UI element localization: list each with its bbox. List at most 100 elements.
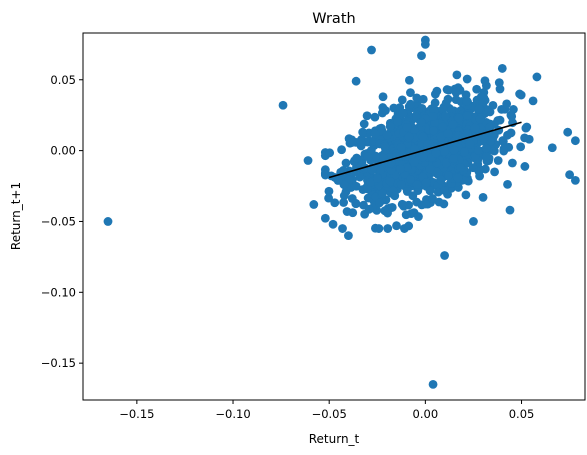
x-axis-label: Return_t xyxy=(309,432,360,446)
scatter-point xyxy=(434,197,444,207)
scatter-point-outlier xyxy=(378,92,388,102)
scatter-point xyxy=(401,210,411,220)
scatter-point xyxy=(436,175,446,185)
scatter-point xyxy=(460,147,469,157)
y-tick-label: 0.05 xyxy=(50,73,76,87)
scatter-point xyxy=(359,119,369,129)
scatter-point xyxy=(356,137,366,147)
scatter-point xyxy=(480,76,490,86)
scatter-point xyxy=(387,203,397,212)
scatter-point xyxy=(440,186,449,195)
scatter-point xyxy=(385,177,395,186)
scatter-point xyxy=(473,145,483,155)
scatter-point xyxy=(406,174,415,184)
y-tick-label: −0.05 xyxy=(41,214,76,228)
scatter-point-outlier xyxy=(351,76,361,86)
scatter-point-outlier xyxy=(367,45,376,55)
plot-area xyxy=(103,35,580,389)
scatter-point xyxy=(337,145,346,155)
scatter-point xyxy=(362,111,372,121)
y-tick-label: 0.00 xyxy=(50,144,76,158)
x-tick-label: 0.05 xyxy=(509,407,535,421)
scatter-point xyxy=(421,178,431,187)
scatter-point xyxy=(409,157,419,167)
scatter-point xyxy=(462,74,472,84)
scatter-point xyxy=(370,112,380,122)
scatter-point-outlier xyxy=(278,100,288,110)
scatter-point xyxy=(324,193,333,203)
scatter-point xyxy=(428,112,438,121)
scatter-point xyxy=(416,117,426,127)
scatter-point xyxy=(326,171,336,181)
scatter-point xyxy=(507,158,517,168)
scatter-point-outlier xyxy=(440,251,449,260)
chart-title: Wrath xyxy=(312,11,355,27)
scatter-point-outlier xyxy=(478,192,488,202)
scatter-point-outlier xyxy=(328,219,338,229)
scatter-point xyxy=(465,139,475,149)
scatter-point xyxy=(443,129,453,139)
scatter-point xyxy=(398,108,408,118)
scatter-point xyxy=(462,96,472,106)
scatter-point xyxy=(528,96,538,106)
scatter-point-outlier xyxy=(392,221,401,231)
scatter-point xyxy=(425,164,435,174)
scatter-point xyxy=(402,187,412,196)
scatter-point xyxy=(474,167,484,176)
scatter-point xyxy=(456,163,466,173)
scatter-point-outlier xyxy=(490,167,499,177)
scatter-point xyxy=(370,129,380,139)
x-tick-label: −0.10 xyxy=(215,407,250,421)
scatter-point xyxy=(460,175,470,185)
scatter-point-outlier xyxy=(303,156,313,165)
scatter-point xyxy=(506,128,516,138)
scatter-point-outlier xyxy=(420,39,430,49)
scatter-point xyxy=(396,164,405,174)
scatter-point xyxy=(405,75,414,85)
scatter-point xyxy=(412,180,422,189)
scatter-point xyxy=(520,162,530,171)
scatter-point xyxy=(430,98,440,108)
scatter-point xyxy=(502,99,512,109)
scatter-point xyxy=(347,194,357,203)
scatter-point-outlier xyxy=(103,217,113,226)
scatter-point xyxy=(372,173,382,183)
scatter-point xyxy=(410,144,420,154)
scatter-point xyxy=(397,95,407,105)
scatter-point xyxy=(444,171,453,181)
scatter-point xyxy=(342,207,352,216)
scatter-point xyxy=(404,221,414,231)
scatter-point-outlier xyxy=(565,170,575,180)
scatter-point xyxy=(432,167,442,177)
scatter-point xyxy=(402,122,412,132)
scatter-point xyxy=(390,191,400,201)
scatter-point xyxy=(431,148,441,158)
scatter-point xyxy=(440,147,449,157)
scatter-point xyxy=(367,165,377,175)
regression-line xyxy=(328,121,522,179)
scatter-point xyxy=(454,113,464,123)
scatter-point xyxy=(438,122,448,132)
scatter-point xyxy=(486,136,495,146)
scatter-point xyxy=(481,151,491,161)
scatter-point xyxy=(404,132,414,142)
scatter-point xyxy=(364,204,374,214)
scatter-point xyxy=(521,123,531,133)
scatter-point-outlier xyxy=(309,200,319,209)
scatter-point xyxy=(474,104,484,114)
scatter-point xyxy=(423,139,433,149)
x-tick-label: −0.15 xyxy=(119,407,154,421)
scatter-point xyxy=(438,105,448,114)
scatter-point xyxy=(428,194,437,203)
scatter-point xyxy=(325,148,335,158)
scatter-point xyxy=(355,172,365,182)
scatter-point xyxy=(436,132,446,142)
scatter-point-outlier xyxy=(469,217,478,226)
scatter-point xyxy=(351,181,361,191)
scatter-point xyxy=(429,126,438,136)
scatter-point xyxy=(371,151,380,161)
scatter-point xyxy=(385,121,395,131)
scatter-point xyxy=(470,123,480,133)
scatter-point xyxy=(449,154,458,164)
